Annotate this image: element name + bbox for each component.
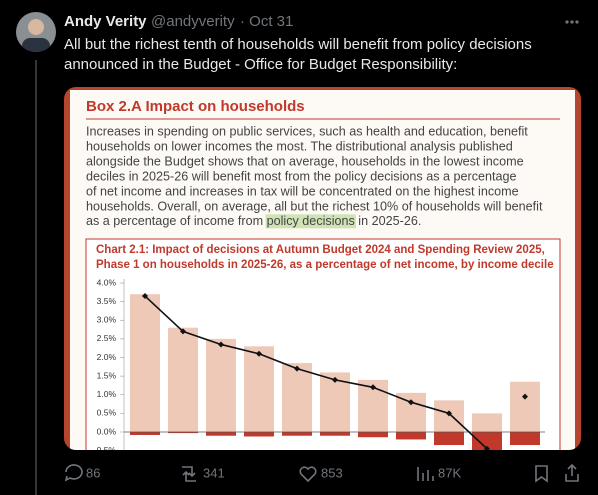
net-marker	[294, 365, 300, 372]
view-count: 87K	[438, 465, 461, 480]
image[interactable]: Box 2.A Impact on households Increases i…	[64, 87, 581, 460]
gain-bar	[206, 338, 236, 432]
loss-bar	[282, 432, 312, 436]
loss-bar	[396, 432, 426, 440]
repost-count: 341	[203, 465, 225, 480]
loss-bar	[320, 432, 350, 436]
date[interactable]: · Oct 31	[240, 13, 293, 30]
highlight	[265, 214, 356, 229]
net-marker	[218, 341, 224, 348]
paragraph-line: of net income and increases in tax will …	[86, 184, 519, 198]
y-tick-label: -0.5%	[94, 445, 117, 455]
tweet-text: announced in the Budget - Office for Bud…	[64, 56, 457, 73]
chart-title: Phase 1 on households in 2025-26, as a p…	[96, 259, 554, 271]
net-marker	[408, 399, 414, 406]
handle[interactable]: @andyverity	[151, 13, 235, 30]
loss-bar	[168, 432, 198, 434]
paragraph-line: households on lower incomes the most. Th…	[86, 139, 513, 153]
loss-bar	[206, 432, 236, 436]
net-marker	[522, 393, 528, 400]
gain-bar	[168, 327, 198, 432]
y-tick-label: 1.5%	[97, 370, 117, 380]
net-marker	[180, 328, 186, 335]
like-button[interactable]: 853	[299, 465, 343, 483]
paragraph-line: Increases in spending on public services…	[86, 124, 528, 138]
gain-bar	[282, 363, 312, 432]
tweet-text: All but the richest tenth of households …	[64, 36, 532, 53]
like-count: 853	[321, 465, 343, 480]
author[interactable]: Andy Verity	[64, 13, 147, 30]
loss-bar	[434, 432, 464, 446]
net-marker	[256, 350, 262, 357]
repost-button[interactable]: 341	[182, 465, 225, 482]
y-tick-label: 3.5%	[97, 296, 117, 306]
paragraph-line: households. Overall, on average, all but…	[86, 199, 543, 213]
gain-bar	[244, 346, 274, 432]
y-tick-label: 2.0%	[97, 352, 117, 362]
y-tick-label: 0.5%	[97, 408, 117, 418]
avatar[interactable]	[16, 12, 56, 54]
actions: 86 341 853 87K	[64, 463, 579, 483]
net-marker	[446, 410, 452, 417]
net-marker	[332, 376, 338, 383]
paragraph-line: deciles in 2025-26 will benefit most fro…	[86, 169, 517, 183]
paragraph-line: alongside the Budget shows that on avera…	[86, 154, 524, 168]
loss-bar	[358, 432, 388, 438]
net-marker	[484, 445, 490, 450]
y-tick-label: 1.0%	[97, 389, 117, 399]
chart-title: Chart 2.1: Impact of decisions at Autumn…	[96, 244, 545, 256]
y-tick-label: 4.0%	[97, 277, 117, 287]
y-tick-label: 2.5%	[97, 333, 117, 343]
reply-count: 86	[86, 465, 100, 480]
share-button[interactable]	[565, 463, 579, 482]
more-button[interactable]	[565, 20, 579, 24]
gain-bar	[130, 294, 160, 432]
reply-button[interactable]: 86	[64, 464, 100, 482]
y-tick-label: 0.0%	[97, 426, 117, 436]
net-marker	[370, 384, 376, 391]
gain-bar	[510, 381, 540, 432]
loss-bar	[472, 432, 502, 450]
views-button[interactable]: 87K	[417, 465, 461, 481]
gain-bar	[472, 413, 502, 432]
net-line	[144, 295, 488, 450]
loss-bar	[244, 432, 274, 437]
loss-bar	[510, 432, 540, 446]
y-tick-label: 3.0%	[97, 315, 117, 325]
loss-bar	[130, 432, 160, 435]
box-title: Box 2.A Impact on households	[86, 98, 305, 115]
paragraph-line: as a percentage of income from policy de…	[86, 214, 421, 228]
net-marker	[142, 293, 148, 300]
bookmark-button[interactable]	[535, 465, 548, 483]
